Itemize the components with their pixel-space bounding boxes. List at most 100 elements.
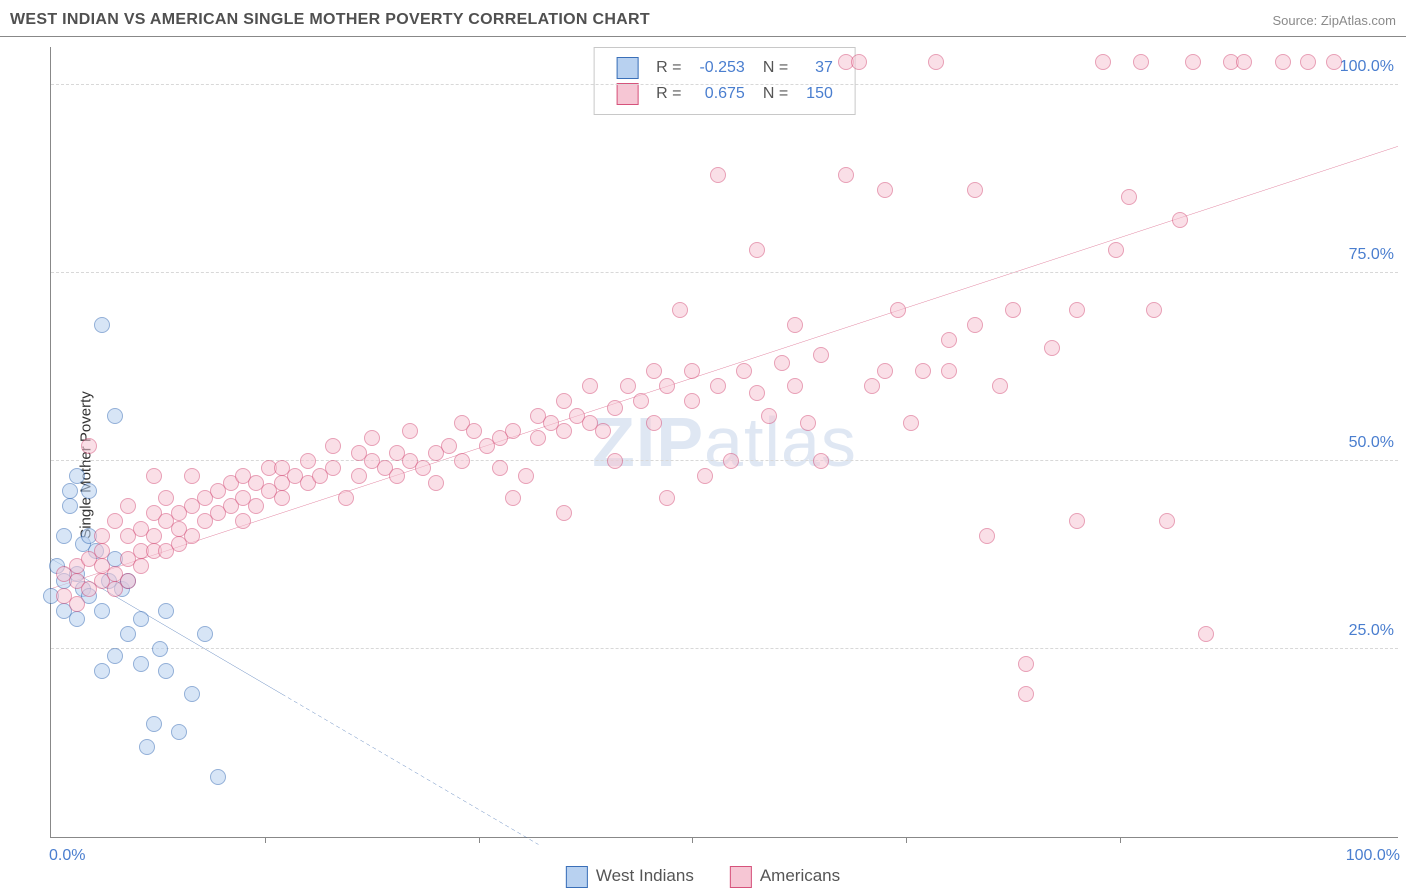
scatter-point — [351, 468, 367, 484]
scatter-point — [158, 663, 174, 679]
legend-n-value: 150 — [798, 82, 841, 106]
scatter-point — [749, 385, 765, 401]
legend-r-label: R = — [648, 82, 689, 106]
scatter-point — [800, 415, 816, 431]
regression-lines — [51, 47, 1398, 837]
scatter-point — [1236, 54, 1252, 70]
gridline-h — [51, 648, 1398, 649]
scatter-point — [338, 490, 354, 506]
legend-r-value: -0.253 — [691, 56, 752, 80]
scatter-point — [864, 378, 880, 394]
y-tick-label: 25.0% — [1349, 622, 1394, 640]
scatter-point — [1121, 189, 1137, 205]
scatter-point — [505, 490, 521, 506]
scatter-point — [607, 400, 623, 416]
scatter-point — [184, 686, 200, 702]
scatter-point — [633, 393, 649, 409]
scatter-point — [556, 505, 572, 521]
scatter-point — [1044, 340, 1060, 356]
scatter-point — [992, 378, 1008, 394]
scatter-point — [813, 453, 829, 469]
scatter-point — [851, 54, 867, 70]
legend-n-label: N = — [755, 56, 796, 80]
scatter-point — [979, 528, 995, 544]
scatter-point — [184, 528, 200, 544]
scatter-point — [389, 468, 405, 484]
scatter-point — [646, 363, 662, 379]
scatter-point — [787, 317, 803, 333]
scatter-point — [325, 460, 341, 476]
y-tick-label: 75.0% — [1349, 246, 1394, 264]
scatter-point — [518, 468, 534, 484]
legend-n-value: 37 — [798, 56, 841, 80]
chart-title: WEST INDIAN VS AMERICAN SINGLE MOTHER PO… — [10, 11, 650, 29]
scatter-point — [300, 453, 316, 469]
scatter-point — [133, 611, 149, 627]
scatter-point — [556, 393, 572, 409]
scatter-point — [620, 378, 636, 394]
scatter-point — [402, 423, 418, 439]
scatter-point — [133, 558, 149, 574]
scatter-point — [171, 724, 187, 740]
scatter-point — [1185, 54, 1201, 70]
scatter-point — [710, 167, 726, 183]
scatter-point — [736, 363, 752, 379]
scatter-point — [69, 596, 85, 612]
scatter-point — [967, 317, 983, 333]
scatter-point — [62, 483, 78, 499]
scatter-point — [184, 468, 200, 484]
scatter-point — [81, 483, 97, 499]
scatter-point — [107, 648, 123, 664]
scatter-point — [710, 378, 726, 394]
scatter-point — [672, 302, 688, 318]
scatter-point — [761, 408, 777, 424]
regression-line — [51, 146, 1398, 588]
x-tick — [265, 837, 266, 843]
scatter-point — [107, 408, 123, 424]
regression-line — [282, 694, 539, 844]
scatter-point — [1133, 54, 1149, 70]
scatter-point — [120, 626, 136, 642]
scatter-point — [152, 641, 168, 657]
scatter-point — [697, 468, 713, 484]
watermark-suffix: atlas — [704, 403, 857, 481]
scatter-point — [749, 242, 765, 258]
scatter-point — [1069, 513, 1085, 529]
source-value: ZipAtlas.com — [1321, 13, 1396, 28]
scatter-point — [454, 453, 470, 469]
scatter-point — [530, 430, 546, 446]
scatter-point — [139, 739, 155, 755]
scatter-point — [146, 716, 162, 732]
plot-region: ZIPatlas R =-0.253N =37R =0.675N =150 25… — [50, 47, 1398, 838]
scatter-point — [197, 626, 213, 642]
scatter-point — [1108, 242, 1124, 258]
scatter-point — [325, 438, 341, 454]
scatter-point — [415, 460, 431, 476]
scatter-point — [1198, 626, 1214, 642]
watermark-prefix: ZIP — [592, 403, 704, 481]
scatter-point — [1300, 54, 1316, 70]
series-legend: West IndiansAmericans — [548, 866, 858, 888]
legend-swatch — [730, 866, 752, 888]
watermark: ZIPatlas — [592, 402, 857, 482]
x-tick — [906, 837, 907, 843]
chart-header: WEST INDIAN VS AMERICAN SINGLE MOTHER PO… — [0, 0, 1406, 36]
scatter-point — [158, 490, 174, 506]
legend-swatch — [566, 866, 588, 888]
scatter-point — [248, 498, 264, 514]
x-tick — [479, 837, 480, 843]
scatter-point — [1159, 513, 1175, 529]
scatter-point — [813, 347, 829, 363]
legend-r-value: 0.675 — [691, 82, 752, 106]
scatter-point — [120, 498, 136, 514]
scatter-point — [1275, 54, 1291, 70]
scatter-point — [133, 656, 149, 672]
x-tick — [692, 837, 693, 843]
source-label: Source: — [1272, 13, 1320, 28]
scatter-point — [94, 528, 110, 544]
scatter-point — [158, 603, 174, 619]
scatter-point — [1018, 686, 1034, 702]
x-tick-label: 0.0% — [49, 847, 85, 865]
scatter-point — [1018, 656, 1034, 672]
scatter-point — [274, 490, 290, 506]
